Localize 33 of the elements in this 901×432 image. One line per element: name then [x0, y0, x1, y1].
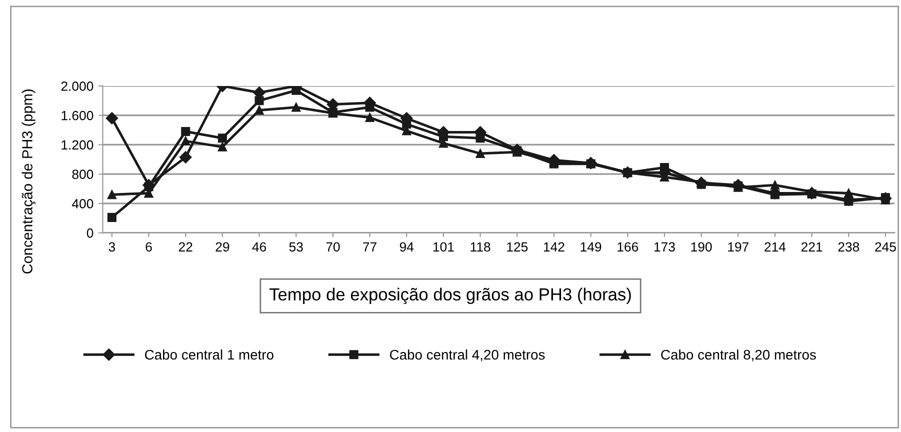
- y-tick-label: 1.200: [62, 140, 94, 150]
- x-tick-label: 197: [728, 242, 748, 252]
- legend-label: Cabo central 1 metro: [145, 349, 274, 360]
- x-tick-label: 245: [875, 242, 896, 252]
- x-tick-label: 3: [108, 242, 116, 252]
- x-tick-label: 70: [326, 242, 340, 252]
- x-tick-label: 94: [400, 242, 414, 252]
- x-tick-label: 22: [178, 242, 192, 252]
- y-tick-label: 800: [72, 170, 94, 180]
- x-tick-label: 142: [544, 242, 564, 252]
- x-tick-label: 166: [618, 242, 638, 252]
- legend-label: Cabo central 4,20 metros: [390, 349, 545, 362]
- y-tick-label: 2.000: [61, 82, 94, 91]
- x-tick-label: 149: [580, 242, 602, 252]
- x-tick-label: 125: [507, 242, 528, 252]
- x-axis-title: Tempo de exposição dos grãos ao PH3 (horas): [269, 288, 631, 304]
- x-tick-label: 221: [801, 242, 822, 252]
- x-tick-label: 173: [654, 242, 675, 252]
- x-tick-label: 101: [433, 242, 454, 252]
- y-tick-label: 1.600: [62, 110, 94, 120]
- x-tick-label: 118: [470, 242, 490, 252]
- x-tick-label: 53: [289, 242, 303, 252]
- x-tick-label: 29: [216, 242, 230, 252]
- x-tick-label: 190: [691, 242, 712, 252]
- x-tick-label: 6: [146, 242, 152, 252]
- x-tick-label: 46: [252, 242, 266, 252]
- legend-label: Cabo central 8,20 metros: [661, 349, 816, 362]
- y-tick-label: 0: [86, 228, 94, 238]
- x-tick-label: 214: [764, 242, 786, 252]
- y-axis-title: Concentração de PH3 (ppm): [22, 90, 36, 274]
- x-tick-label: 238: [838, 242, 860, 252]
- x-tick-label: 77: [363, 242, 376, 252]
- y-tick-label: 400: [72, 199, 94, 208]
